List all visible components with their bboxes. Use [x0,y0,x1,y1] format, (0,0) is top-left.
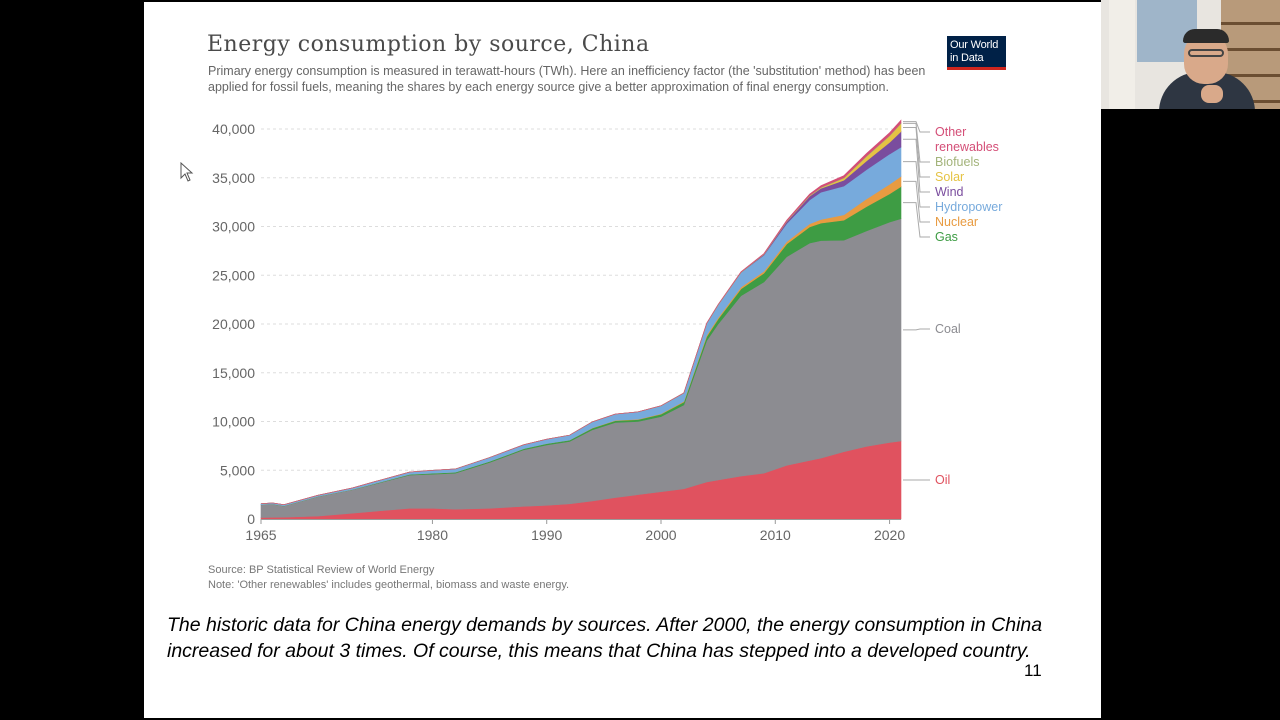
chart-source-note: Source: BP Statistical Review of World E… [208,563,569,593]
y-tick-label: 0 [247,511,255,527]
x-tick-label: 1980 [417,527,448,543]
slide [144,2,1101,718]
series-label-nuclear: Nuclear [935,215,978,229]
label-connector [903,180,930,223]
series-label-hydropower: Hydropower [935,200,1002,214]
webcam-video [1101,0,1280,109]
label-connector [903,328,930,331]
series-label-wind: Wind [935,185,964,199]
stacked-areas [260,119,902,520]
logo-line-2: in Data [950,51,984,64]
y-tick-label: 30,000 [212,219,255,235]
label-connector [903,161,930,208]
x-tick-label: 1990 [531,527,562,543]
y-tick-label: 40,000 [212,121,255,137]
y-tick-label: 35,000 [212,170,255,186]
label-connector [903,122,930,163]
mouse-cursor-icon [180,162,194,182]
source-line: Source: BP Statistical Review of World E… [208,564,435,576]
y-tick-label: 5,000 [220,462,255,478]
label-connector [903,127,930,178]
series-label-other-renewables: renewables [935,140,999,154]
x-tick-label: 2020 [874,527,905,543]
label-connector [903,138,930,193]
logo-line-1: Our World [950,39,999,51]
y-tick-label: 20,000 [212,316,255,332]
area-other-renewables[interactable] [260,119,902,506]
axes: 0 5,000 10,000 15,000 20,000 25,000 30,000 35,0… [212,121,905,543]
chart-subtitle: Primary energy consumption is measured i… [208,64,926,94]
our-world-in-data-logo[interactable]: Our World in Data [947,36,1006,70]
series-label-other-renewables: Other [935,125,966,139]
y-tick-label: 10,000 [212,414,255,430]
label-connector [903,202,930,238]
chart-title: Energy consumption by source, China [207,32,650,57]
series-labels: Oil Coal GasNuclearHydropowerWindSolarBiof… [903,121,1002,487]
note-line: Note: 'Other renewables' includes geothe… [208,579,570,591]
y-tick-label: 25,000 [212,267,255,283]
series-label-gas: Gas [935,230,958,244]
y-tick-label: 15,000 [212,365,255,381]
page-number: 11 [1024,661,1042,680]
series-label-oil: Oil [935,473,950,487]
slide-caption: The historic data for China energy deman… [167,614,1043,662]
series-label-biofuels: Biofuels [935,155,979,169]
x-tick-label: 2010 [760,527,791,543]
series-label-solar: Solar [935,170,964,184]
x-tick-label: 1965 [245,527,276,543]
x-tick-label: 2000 [645,527,676,543]
label-connector [903,121,930,133]
series-label-coal: Coal [935,322,961,336]
